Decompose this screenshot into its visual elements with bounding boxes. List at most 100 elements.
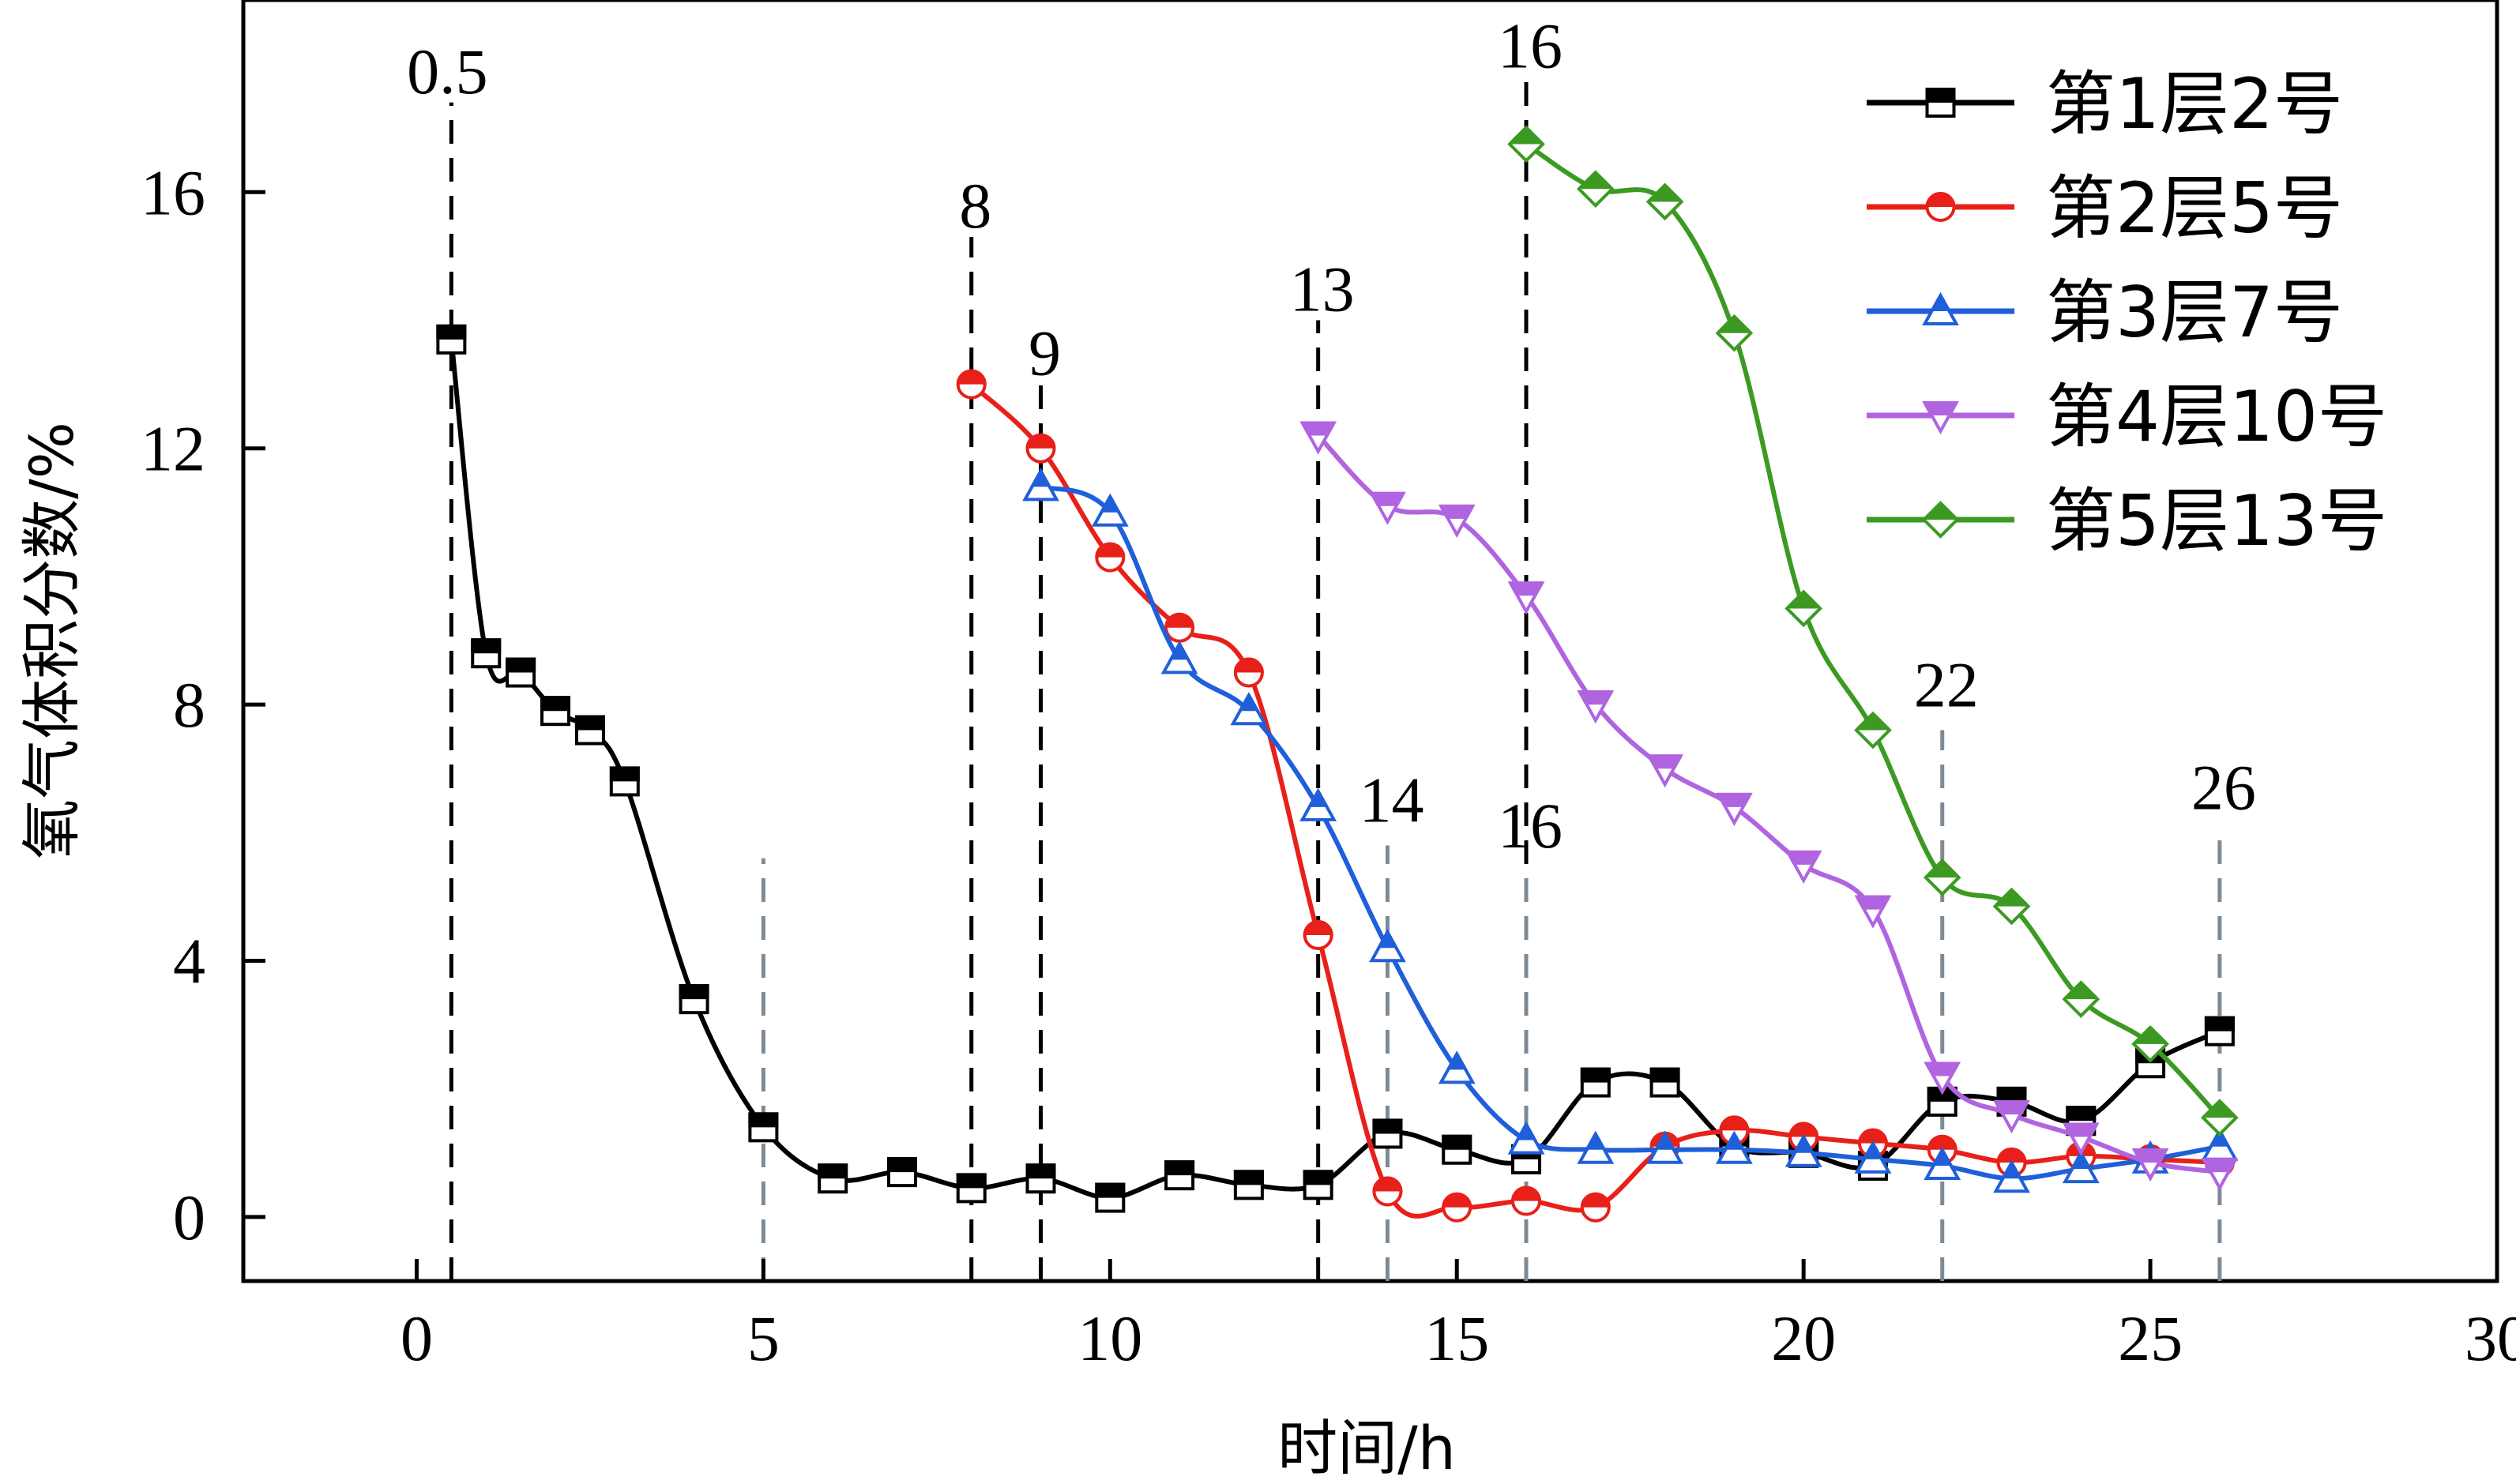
data-point xyxy=(506,657,536,688)
data-point xyxy=(1372,1176,1403,1207)
data-point xyxy=(1233,657,1264,688)
data-point xyxy=(1164,612,1195,643)
legend-item: 第2层5号 xyxy=(1867,167,2343,249)
series xyxy=(436,125,2239,1223)
data-point xyxy=(1025,1163,1056,1194)
x-axis-label: 时间/h xyxy=(1277,1413,1456,1483)
y-axis-label: 氧气体积分数/% xyxy=(17,422,87,859)
legend-label: 第2层5号 xyxy=(2046,167,2343,249)
y-tick-label: 0 xyxy=(173,1182,205,1253)
data-point xyxy=(1854,711,1892,750)
data-point xyxy=(1369,929,1406,963)
data-point xyxy=(2062,980,2100,1018)
data-point xyxy=(1715,314,1754,352)
data-point xyxy=(1091,493,1129,527)
data-point xyxy=(1438,504,1476,539)
data-point xyxy=(436,324,467,355)
data-point xyxy=(1785,1133,1822,1167)
data-point xyxy=(2062,1149,2100,1184)
data-point xyxy=(1715,1130,1753,1164)
data-point xyxy=(1511,1185,1542,1216)
data-point xyxy=(1164,1160,1195,1191)
legend-label: 第5层13号 xyxy=(2046,480,2387,562)
x-tick-label: 20 xyxy=(1771,1302,1836,1374)
data-point xyxy=(1507,1121,1545,1155)
data-point xyxy=(1442,1134,1472,1165)
data-point xyxy=(540,696,571,727)
legend-item: 第3层7号 xyxy=(1867,272,2343,353)
legend-item: 第4层10号 xyxy=(1867,376,2387,457)
data-point xyxy=(1303,1170,1333,1200)
legend-label: 第1层2号 xyxy=(2046,63,2343,145)
vline-label: 0.5 xyxy=(407,36,488,107)
data-point xyxy=(2201,1158,2239,1192)
vline-label: 22 xyxy=(1914,649,1979,721)
data-point xyxy=(956,369,987,400)
legend-item: 第5层13号 xyxy=(1867,480,2387,562)
vline-label: 14 xyxy=(1359,765,1423,836)
legend-marker xyxy=(1921,501,1960,539)
data-point xyxy=(2204,1016,2235,1046)
series-2 xyxy=(956,369,2235,1223)
vline-label: 26 xyxy=(2191,751,2256,823)
data-point xyxy=(1372,1118,1403,1149)
data-point xyxy=(956,1173,987,1204)
data-point xyxy=(471,638,502,669)
data-point xyxy=(1646,754,1683,788)
data-point xyxy=(1576,170,1615,209)
legend-label: 第3层7号 xyxy=(2046,272,2343,353)
data-point xyxy=(1095,542,1126,573)
data-point xyxy=(1924,1146,1961,1181)
axes: 0 5 10 15 20 25 30 0 4 8 12 16 xyxy=(141,156,2516,1374)
data-point xyxy=(1715,792,1753,826)
vline-label: 16 xyxy=(1498,790,1563,862)
legend-marker xyxy=(1925,88,1956,118)
data-point xyxy=(886,1157,917,1188)
series-5 xyxy=(1507,125,2239,1137)
data-point xyxy=(574,715,605,746)
x-tick-label: 25 xyxy=(2118,1302,2183,1374)
data-point xyxy=(1303,920,1333,951)
y-tick-label: 16 xyxy=(141,156,205,228)
legend-label: 第4层10号 xyxy=(2046,376,2387,457)
data-point xyxy=(1785,589,1822,628)
data-point xyxy=(1299,421,1337,455)
data-point xyxy=(1646,1130,1683,1164)
vline-label: 9 xyxy=(1029,317,1061,389)
x-tick-label: 10 xyxy=(1077,1302,1142,1374)
data-point xyxy=(2062,1122,2100,1156)
data-point xyxy=(1233,1170,1264,1200)
data-point xyxy=(748,1112,779,1143)
data-point xyxy=(1785,850,1822,884)
data-point xyxy=(679,984,709,1015)
data-point xyxy=(1577,1130,1615,1164)
data-point xyxy=(1649,1067,1680,1098)
data-point xyxy=(1854,895,1892,929)
data-point xyxy=(1854,1140,1892,1174)
plot-frame xyxy=(241,0,2499,1283)
series-1 xyxy=(436,324,2235,1213)
data-point xyxy=(1645,182,1684,221)
vline-label: 8 xyxy=(959,170,991,242)
vertical-markers: 0.5 8 9 13 16 14 16 22 26 xyxy=(407,9,2256,1281)
data-point xyxy=(1580,1192,1611,1223)
data-point xyxy=(1442,1192,1472,1223)
x-tick-label: 15 xyxy=(1424,1302,1489,1374)
data-point xyxy=(609,766,640,797)
x-tick-label: 5 xyxy=(747,1302,780,1374)
y-tick-label: 12 xyxy=(141,413,205,485)
legend-item: 第1层2号 xyxy=(1867,63,2343,145)
legend-marker xyxy=(1922,291,1959,325)
y-tick-label: 8 xyxy=(173,669,205,741)
x-tick-label: 0 xyxy=(401,1302,433,1374)
legend-marker xyxy=(1925,192,1956,222)
data-point xyxy=(1299,787,1337,821)
data-point xyxy=(1580,1067,1611,1098)
data-point xyxy=(1095,1182,1126,1213)
data-point xyxy=(2201,1099,2239,1137)
vline-label: 13 xyxy=(1290,254,1355,325)
vline-label: 16 xyxy=(1498,9,1563,81)
y-tick-label: 4 xyxy=(173,926,205,997)
data-point xyxy=(1022,468,1059,502)
data-point xyxy=(1507,125,1545,163)
